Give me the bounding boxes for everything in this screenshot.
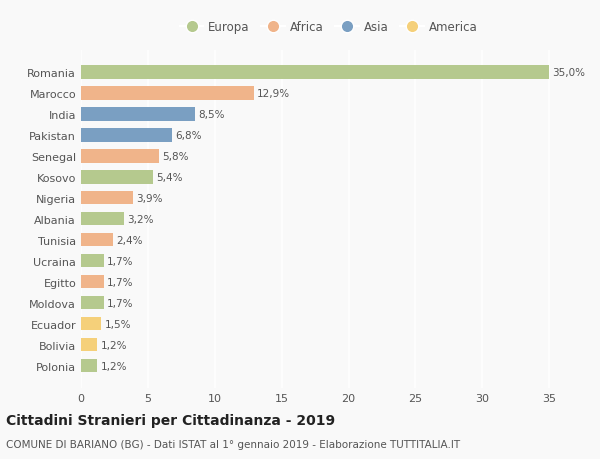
Text: 1,7%: 1,7% <box>107 298 134 308</box>
Text: 3,9%: 3,9% <box>137 193 163 203</box>
Text: 12,9%: 12,9% <box>257 89 290 99</box>
Bar <box>81 108 195 121</box>
Text: 1,5%: 1,5% <box>104 319 131 329</box>
Text: 1,2%: 1,2% <box>100 340 127 350</box>
Bar <box>81 338 97 352</box>
Text: 1,2%: 1,2% <box>100 361 127 371</box>
Text: Cittadini Stranieri per Cittadinanza - 2019: Cittadini Stranieri per Cittadinanza - 2… <box>6 414 335 428</box>
Bar <box>81 254 104 268</box>
Text: 6,8%: 6,8% <box>175 130 202 140</box>
Text: 8,5%: 8,5% <box>198 110 224 119</box>
Legend: Europa, Africa, Asia, America: Europa, Africa, Asia, America <box>175 16 482 38</box>
Text: 5,4%: 5,4% <box>157 172 183 182</box>
Text: 35,0%: 35,0% <box>553 67 586 78</box>
Bar <box>81 129 172 142</box>
Bar <box>81 233 113 247</box>
Text: 3,2%: 3,2% <box>127 214 154 224</box>
Text: 2,4%: 2,4% <box>116 235 143 245</box>
Bar <box>81 317 101 330</box>
Text: COMUNE DI BARIANO (BG) - Dati ISTAT al 1° gennaio 2019 - Elaborazione TUTTITALIA: COMUNE DI BARIANO (BG) - Dati ISTAT al 1… <box>6 440 460 449</box>
Bar <box>81 296 104 310</box>
Bar <box>81 150 158 163</box>
Bar <box>81 359 97 373</box>
Bar <box>81 275 104 289</box>
Bar <box>81 191 133 205</box>
Bar <box>81 213 124 226</box>
Bar <box>81 170 153 184</box>
Text: 1,7%: 1,7% <box>107 277 134 287</box>
Text: 1,7%: 1,7% <box>107 256 134 266</box>
Bar <box>81 87 254 101</box>
Bar <box>81 66 549 79</box>
Text: 5,8%: 5,8% <box>162 151 188 162</box>
